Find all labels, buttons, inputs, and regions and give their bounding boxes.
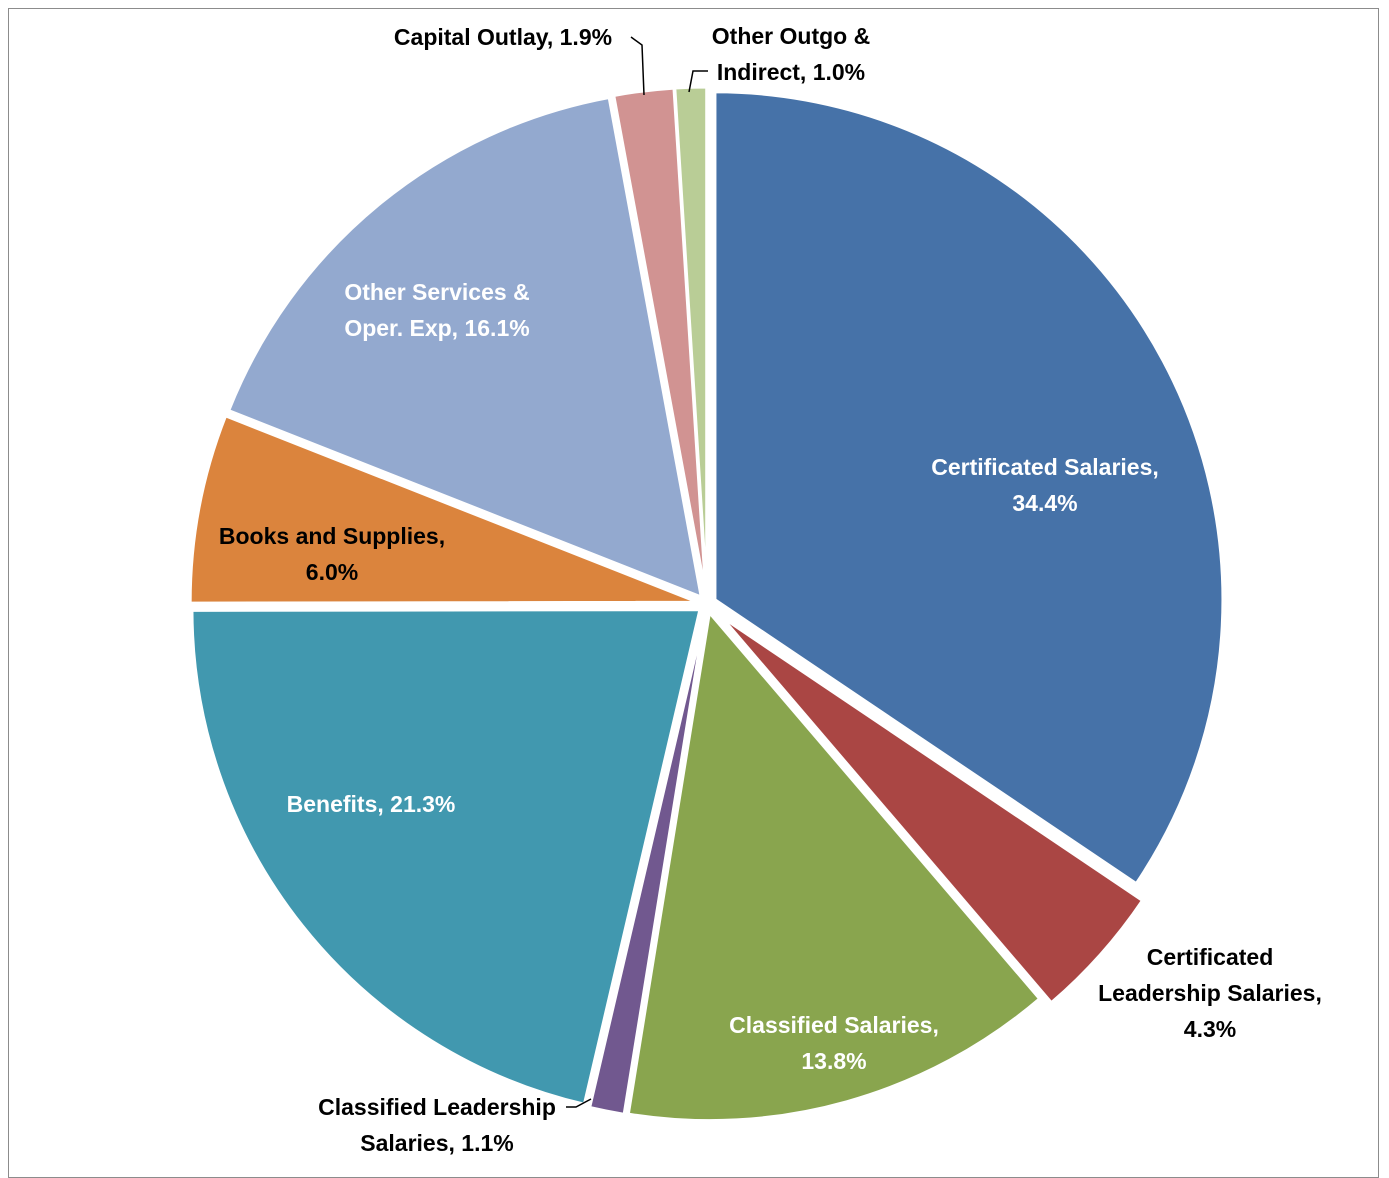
data-label-classified-salaries: Classified Salaries, 13.8% (729, 1012, 939, 1074)
pie-slice-other-services-oper-exp (226, 95, 704, 600)
data-label-line: Classified Salaries, (729, 1012, 939, 1038)
pie-slice-books-and-supplies (188, 413, 699, 605)
data-label-classified-leadership-salaries: Classified Leadership Salaries, 1.1% (318, 1094, 556, 1156)
data-label-line: Leadership Salaries, (1098, 980, 1322, 1006)
data-label-other-services-oper-exp: Other Services & Oper. Exp, 16.1% (344, 279, 529, 341)
pie-slice-benefits (190, 608, 702, 1107)
data-label-line: Certificated Salaries, (931, 454, 1159, 480)
data-label-line: 34.4% (1012, 490, 1077, 516)
data-label-line: Other Services & (344, 279, 529, 305)
data-label-line: Classified Leadership (318, 1094, 556, 1120)
data-label-line: 13.8% (801, 1048, 866, 1074)
pie-slice-other-outgo-indirect (673, 85, 709, 596)
pie-slice-certificated-salaries (713, 90, 1225, 886)
data-label-benefits: Benefits, 21.3% (287, 791, 456, 817)
leader-line (630, 36, 645, 96)
data-label-capital-outlay: Capital Outlay, 1.9% (394, 24, 612, 50)
data-label-line: 6.0% (306, 559, 358, 585)
data-label-certificated-salaries: Certificated Salaries, 34.4% (931, 454, 1159, 516)
data-label-line: Oper. Exp, 16.1% (344, 315, 529, 341)
data-label-line: 4.3% (1184, 1016, 1236, 1042)
leader-line (566, 1098, 592, 1108)
pie-slice-classified-leadership-salaries (587, 612, 707, 1117)
data-label-books-and-supplies: Books and Supplies, 6.0% (219, 523, 445, 585)
data-label-other-outgo-indirect: Other Outgo & Indirect, 1.0% (712, 23, 870, 85)
data-label-line: Certificated (1147, 944, 1274, 970)
data-label-certificated-leadership-salaries: Certificated Leadership Salaries, 4.3% (1098, 944, 1322, 1042)
pie-slice-certificated-leadership-salaries (720, 615, 1145, 1005)
data-label-line: Other Outgo & (712, 23, 870, 49)
leader-line (688, 70, 708, 93)
data-label-line: Books and Supplies, (219, 523, 445, 549)
data-label-line: Benefits, 21.3% (287, 791, 456, 817)
data-label-line: Salaries, 1.1% (360, 1130, 513, 1156)
data-label-line: Capital Outlay, 1.9% (394, 24, 612, 50)
data-label-line: Indirect, 1.0% (717, 59, 865, 85)
pie-slice-classified-salaries (626, 609, 1042, 1123)
